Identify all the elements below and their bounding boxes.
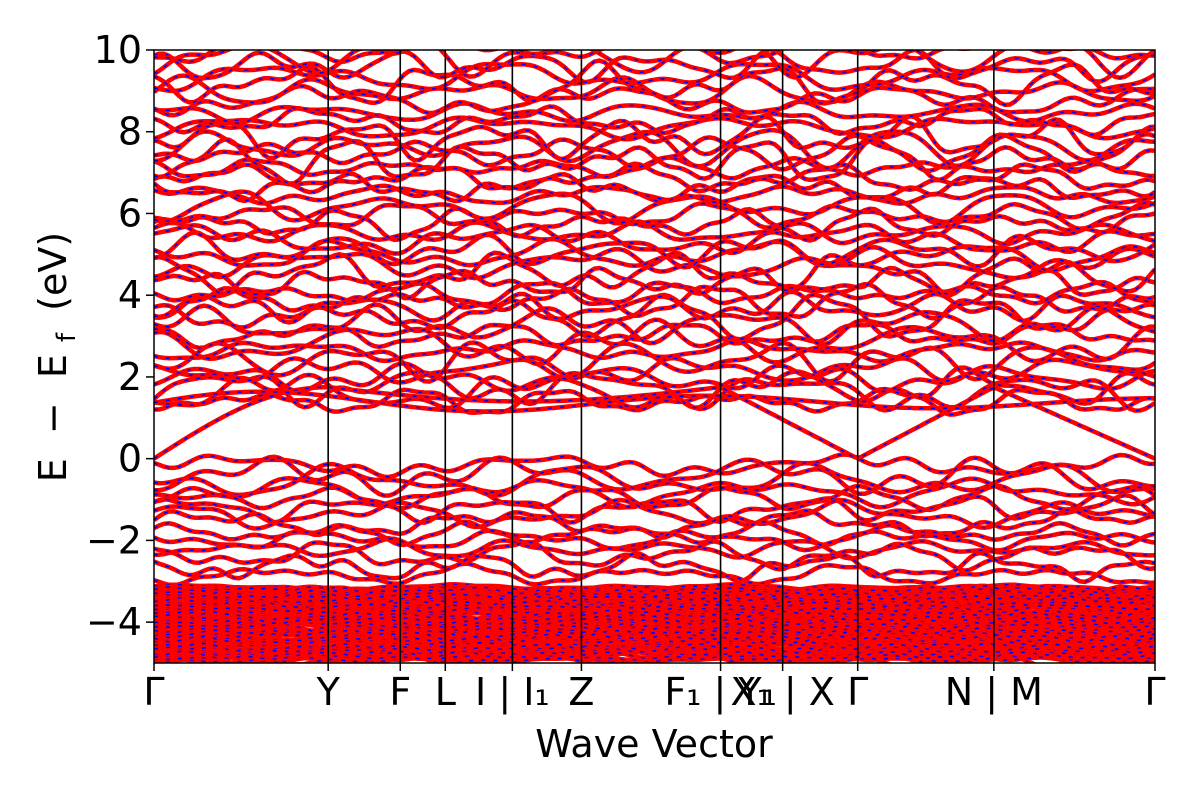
y-axis-label: E − E f (eV) [31,232,84,482]
y-label-e: E [31,458,75,482]
band-line-blue [154,318,1155,365]
y-tick-label: −4 [86,600,142,644]
band-lines [154,50,1155,663]
band-line-blue [154,477,1155,509]
band-line-red [154,602,1155,615]
band-line-blue [154,338,1155,363]
band-line-blue [154,202,1155,230]
band-line-blue [154,455,1155,497]
y-tick-label: 2 [118,355,142,399]
band-line-blue [154,59,1155,106]
band-line-blue [154,562,1155,587]
band-line-red [154,132,1155,174]
y-tick-label: 6 [118,191,142,235]
x-tick-label: Z [568,670,594,714]
band-line-red [154,161,1155,195]
y-label-minus: − [31,402,75,434]
band-line-blue [154,453,1155,478]
x-tick-label: Y [316,670,341,714]
band-line-blue [154,115,1155,162]
band-line-red [154,50,1155,66]
y-tick-label: 0 [118,437,142,481]
x-tick-label: Γ [143,670,164,714]
x-tick-label: F₁ | Y₁ [664,670,777,715]
band-line-red [154,497,1155,531]
band-line-blue [154,585,1155,601]
band-line-blue [154,650,1155,661]
band-line-blue [154,283,1155,320]
band-line-blue [154,190,1155,225]
band-line-blue [154,224,1155,255]
band-line-blue [154,357,1155,384]
band-line-blue [154,238,1155,272]
band-line-blue [154,116,1155,141]
y-label-unit: (eV) [31,232,75,311]
band-line-red [154,206,1155,243]
band-line-blue [154,184,1155,205]
x-tick-label: Γ [847,670,868,714]
y-axis-ticks: 10 8 6 4 2 0 −2 −4 [86,28,154,644]
band-line-blue [154,386,1155,460]
band-line-blue [154,608,1155,625]
x-axis-label: Wave Vector [535,722,773,766]
band-line-red [154,244,1155,281]
band-line-red [154,389,1155,414]
band-line-blue [154,281,1155,306]
x-tick-label: F [389,670,411,714]
x-tick-label: Γ [1144,670,1165,714]
band-line-red [154,361,1155,394]
y-tick-label: 4 [118,273,142,317]
band-line-blue [154,485,1155,511]
band-line-blue [154,207,1155,242]
y-label-e2: E [31,354,75,378]
band-line-blue [154,303,1155,346]
y-label-sub-f: f [52,332,82,342]
band-line-red [154,265,1155,301]
band-line-red [154,561,1155,588]
band-line-blue [154,100,1155,125]
band-line-blue [154,629,1155,644]
band-line-blue [154,642,1155,655]
band-line-blue [154,366,1155,409]
band-line-red [154,519,1155,548]
x-tick-label: L [435,670,456,714]
band-line-blue [154,537,1155,560]
band-line-blue [154,374,1155,412]
high-symmetry-lines [327,50,995,663]
band-line-blue [154,552,1155,583]
y-tick-label: 10 [94,28,142,72]
band-line-red [154,50,1155,85]
band-line-blue [154,540,1155,572]
band-line-blue [154,650,1155,663]
y-tick-label: −2 [86,518,142,562]
band-line-red [154,528,1155,553]
band-line-blue [154,323,1155,349]
band-line-blue [154,589,1155,602]
band-line-red [154,104,1155,138]
band-line-blue [154,291,1155,324]
x-tick-label: N | M [945,670,1043,715]
plot-frame [153,49,1156,664]
band-line-blue [154,494,1155,524]
band-line-blue [154,251,1155,296]
y-tick-label: 8 [118,110,142,154]
band-line-blue [154,50,1155,79]
band-line-blue [154,508,1155,539]
x-tick-label: I | I₁ [475,670,550,715]
x-tick-label: X₁ | X [730,670,834,715]
